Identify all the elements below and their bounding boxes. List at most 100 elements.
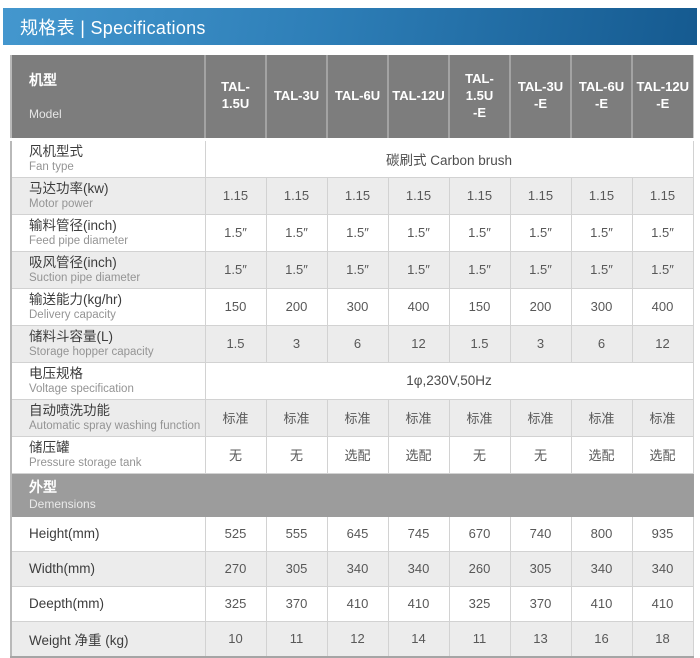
spec-row-label-zh: 输送能力(kg/hr) xyxy=(29,291,123,307)
dimension-label-cell: Deepth(mm) xyxy=(10,585,206,622)
spec-value-cell: 1.5″ xyxy=(570,250,633,289)
spec-value-cell: 400 xyxy=(387,287,450,326)
spec-value-cell: 1.15 xyxy=(631,176,694,215)
dimension-value-cell: 740 xyxy=(509,515,572,552)
spec-row-label-cell: 输送能力(kg/hr) Delivery capacity xyxy=(10,287,206,326)
dimension-value-cell: 270 xyxy=(204,550,267,587)
dimension-value-cell: 525 xyxy=(204,515,267,552)
spec-merged-value-cell: 1φ,230V,50Hz xyxy=(204,361,694,400)
model-header-row: 机型 Model TAL-1.5U TAL-3U TAL-6U TAL-12U … xyxy=(11,55,693,141)
spec-row-label-en: Fan type xyxy=(29,160,74,173)
dimension-value-cell: 800 xyxy=(570,515,633,552)
spec-value-cell: 1.5″ xyxy=(204,250,267,289)
spec-value-cell: 12 xyxy=(631,324,694,363)
spec-row: 储压罐 Pressure storage tank 无无选配 选配无无选配 选配 xyxy=(10,435,694,474)
spec-row: 自动喷洗功能 Automatic spray washing function 标准… xyxy=(10,398,694,437)
spec-value-cell: 1.15 xyxy=(448,176,511,215)
spec-row-label-cell: 储料斗容量(L) Storage hopper capacity xyxy=(10,324,206,363)
model-column-header: TAL-3U -E xyxy=(509,55,571,141)
model-column-header: TAL-12U xyxy=(387,55,449,141)
spec-row-label-cell: 风机型式 Fan type xyxy=(10,138,206,178)
dimensions-section-row: 外型 Demensions xyxy=(10,472,694,517)
dimension-label-cell: Weight 净重 (kg) xyxy=(10,620,206,658)
spec-value-cell: 1.15 xyxy=(509,176,572,215)
dimension-row: Height(mm) 525 555 645 745 670 740 800 935 xyxy=(10,515,694,552)
spec-row-label-zh: 电压规格 xyxy=(29,365,83,381)
spec-value-cell: 3 xyxy=(265,324,328,363)
spec-value-cell: 1.15 xyxy=(387,176,450,215)
dimension-row: Width(mm) 270 305 340 340 260 305 340 340 xyxy=(10,550,694,587)
dimension-value-cell: 370 xyxy=(509,585,572,622)
dimension-value-cell: 11 xyxy=(265,620,328,658)
dimension-value-cell: 340 xyxy=(387,550,450,587)
spec-value-cell: 1.5″ xyxy=(509,250,572,289)
spec-value-cell: 6 xyxy=(326,324,389,363)
spec-value-cell: 选配 xyxy=(387,435,450,474)
spec-row-label-zh: 吸风管径(inch) xyxy=(29,254,117,270)
spec-value-cell: 标准 xyxy=(387,398,450,437)
spec-table-body: 风机型式 Fan type 碳刷式 Carbon brush 马达功率(kw) Moto… xyxy=(10,138,694,658)
dimension-value-cell: 340 xyxy=(326,550,389,587)
spec-row-label-cell: 输料管径(inch) Feed pipe diameter xyxy=(10,213,206,252)
spec-row: 储料斗容量(L) Storage hopper capacity 1.5 3 6 12 1.… xyxy=(10,324,694,363)
spec-row: 马达功率(kw) Motor power 1.15 1.15 1.15 1.15 1.15 1… xyxy=(10,176,694,215)
spec-value-cell: 200 xyxy=(509,287,572,326)
spec-value-cell: 选配 xyxy=(570,435,633,474)
dimension-value-cell: 16 xyxy=(570,620,633,658)
dimension-value-cell: 305 xyxy=(265,550,328,587)
model-label-en: Model xyxy=(29,106,62,121)
dimension-row: Weight 净重 (kg) 10 11 12 14 11 13 16 18 xyxy=(10,620,694,658)
dimension-value-cell: 410 xyxy=(326,585,389,622)
spec-row: 电压规格 Voltage specification 1φ,230V,50Hz xyxy=(10,361,694,400)
spec-value-cell: 标准 xyxy=(570,398,633,437)
dimension-value-cell: 555 xyxy=(265,515,328,552)
spec-value-cell: 1.5 xyxy=(204,324,267,363)
spec-value-cell: 标准 xyxy=(631,398,694,437)
spec-row-label-cell: 吸风管径(inch) Suction pipe diameter xyxy=(10,250,206,289)
spec-value-cell: 1.5 xyxy=(448,324,511,363)
spec-row-label-en: Storage hopper capacity xyxy=(29,345,154,358)
spec-value-cell: 1.5″ xyxy=(204,213,267,252)
spec-row-label-zh: 马达功率(kw) xyxy=(29,180,109,196)
specifications-table: 机型 Model TAL-1.5U TAL-3U TAL-6U TAL-12U … xyxy=(10,55,694,658)
dimension-value-cell: 410 xyxy=(387,585,450,622)
spec-value-cell: 6 xyxy=(570,324,633,363)
spec-row-label-cell: 电压规格 Voltage specification xyxy=(10,361,206,400)
spec-value-cell: 选配 xyxy=(631,435,694,474)
spec-row-label-zh: 风机型式 xyxy=(29,143,83,159)
spec-row-label-en: Pressure storage tank xyxy=(29,456,142,469)
dimensions-section-cell: 外型 Demensions xyxy=(10,472,694,517)
spec-row-label-zh: 储料斗容量(L) xyxy=(29,328,113,344)
dimension-label-cell: Width(mm) xyxy=(10,550,206,587)
spec-row-label-en: Automatic spray washing function xyxy=(29,419,201,432)
page-title: 规格表 | Specifications xyxy=(20,17,206,38)
spec-value-cell: 无 xyxy=(509,435,572,474)
dimension-value-cell: 340 xyxy=(631,550,694,587)
dimension-value-cell: 935 xyxy=(631,515,694,552)
spec-value-cell: 1.5″ xyxy=(387,250,450,289)
spec-value-cell: 400 xyxy=(631,287,694,326)
dimension-value-cell: 18 xyxy=(631,620,694,658)
spec-row: 吸风管径(inch) Suction pipe diameter 1.5″ 1.5″ 1… xyxy=(10,250,694,289)
spec-value-cell: 1.5″ xyxy=(326,213,389,252)
spec-value-cell: 1.5″ xyxy=(631,250,694,289)
spec-value-cell: 1.5″ xyxy=(448,250,511,289)
dimension-value-cell: 305 xyxy=(509,550,572,587)
spec-row: 输料管径(inch) Feed pipe diameter 1.5″ 1.5″ 1.5″… xyxy=(10,213,694,252)
dimension-value-cell: 13 xyxy=(509,620,572,658)
model-column-header: TAL-6U -E xyxy=(570,55,632,141)
title-bar: 规格表 | Specifications xyxy=(3,8,697,45)
spec-value-cell: 150 xyxy=(448,287,511,326)
model-column-header: TAL-3U xyxy=(265,55,327,141)
spec-value-cell: 150 xyxy=(204,287,267,326)
dimensions-section-en: Demensions xyxy=(29,496,96,511)
spec-value-cell: 无 xyxy=(204,435,267,474)
spec-value-cell: 1.5″ xyxy=(265,250,328,289)
model-column-header: TAL-12U -E xyxy=(631,55,693,141)
dimension-value-cell: 260 xyxy=(448,550,511,587)
model-column-header: TAL-1.5U -E xyxy=(448,55,510,141)
spec-value-cell: 标准 xyxy=(204,398,267,437)
spec-value-cell: 200 xyxy=(265,287,328,326)
spec-value-cell: 1.5″ xyxy=(387,213,450,252)
spec-row-label-zh: 自动喷洗功能 xyxy=(29,402,110,418)
